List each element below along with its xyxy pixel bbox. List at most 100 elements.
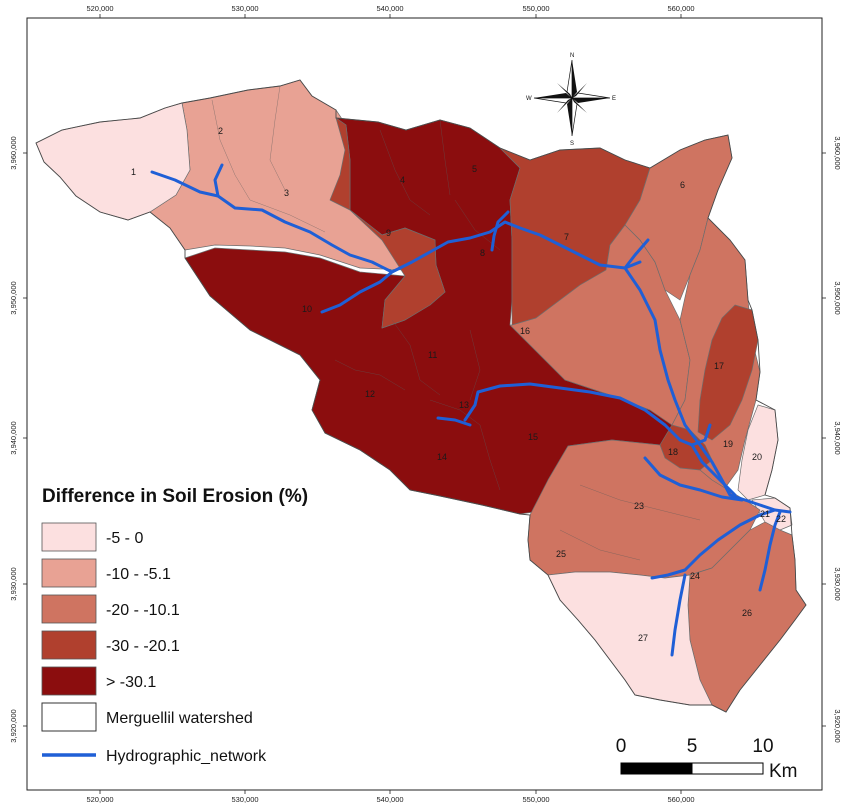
y-tick-label: 3,950,000 — [9, 281, 18, 314]
subwatershed-16 — [509, 224, 691, 426]
x-tick-label: 560,000 — [667, 795, 694, 804]
y-tick-label: 3,920,000 — [9, 709, 18, 742]
legend: Difference in Soil Erosion (%) -5 - 0 -1… — [41, 486, 308, 765]
subwatershed-label: 6 — [680, 180, 685, 190]
legend-swatch — [41, 522, 97, 552]
subwatershed-label: 13 — [459, 400, 469, 410]
x-tick-label: 550,000 — [522, 795, 549, 804]
y-tick-label: 3,950,000 — [833, 281, 842, 314]
y-tick-marks — [23, 152, 826, 727]
subwatershed-internal-lines — [211, 85, 701, 561]
compass-w: W — [526, 96, 532, 102]
river-central-tail — [436, 416, 472, 427]
subwatershed-labels: 1 2 3 4 5 6 7 8 9 10 11 12 13 14 15 16 1… — [131, 126, 786, 643]
compass-s: S — [570, 141, 574, 147]
river-tributary-north — [213, 163, 224, 198]
legend-class-label: -20 - -10.1 — [106, 602, 180, 619]
subwatershed-label: 27 — [638, 633, 648, 643]
scale-bar: 0 5 10 Km — [616, 736, 798, 782]
legend-swatch — [41, 594, 97, 624]
x-tick-labels-top: 520,000 530,000 540,000 550,000 560,000 — [86, 4, 694, 13]
legend-network-label: Hydrographic_network — [106, 748, 267, 765]
subwatershed-label: 11 — [428, 350, 437, 360]
river-tributary-8 — [623, 238, 650, 270]
subwatershed-label: 19 — [723, 439, 733, 449]
scale-label: 10 — [752, 736, 773, 757]
subwatershed-label: 8 — [480, 248, 485, 258]
river-main-upper — [150, 170, 642, 274]
subwatershed-label: 15 — [528, 432, 538, 442]
legend-class-label: -30 - -20.1 — [106, 638, 180, 655]
compass-n: N — [570, 53, 574, 59]
river-tributary-10 — [320, 270, 394, 314]
legend-class-label: > -30.1 — [106, 674, 156, 691]
river-lower-1 — [643, 456, 744, 502]
subwatershed-label: 23 — [634, 501, 644, 511]
x-tick-label: 540,000 — [376, 795, 403, 804]
subwatershed-label: 12 — [365, 389, 375, 399]
subwatershed-9 — [329, 117, 446, 329]
subwatershed-label: 10 — [302, 304, 312, 314]
river-central — [463, 382, 712, 447]
y-tick-label: 3,930,000 — [833, 567, 842, 600]
y-tick-label: 3,940,000 — [9, 421, 18, 454]
merguellil-watershed-outline — [35, 79, 807, 713]
scale-label: 5 — [687, 736, 698, 757]
legend-watershed-label: Merguellil watershed — [106, 710, 253, 727]
x-tick-marks — [99, 14, 682, 794]
subwatershed-label: 14 — [437, 452, 447, 462]
compass-e: E — [612, 96, 616, 102]
subwatershed-label: 3 — [284, 188, 289, 198]
x-tick-label: 520,000 — [86, 4, 113, 13]
y-tick-label: 3,920,000 — [833, 709, 842, 742]
subwatershed-label: 2 — [218, 126, 223, 136]
subwatershed-label: 17 — [714, 361, 724, 371]
x-tick-label: 530,000 — [231, 795, 258, 804]
y-tick-label: 3,930,000 — [9, 567, 18, 600]
subwatershed-label: 16 — [520, 326, 530, 336]
y-tick-labels-right: 3,960,000 3,950,000 3,940,000 3,930,000 … — [833, 136, 842, 742]
subwatershed-label: 24 — [690, 571, 700, 581]
subwatershed-label: 22 — [776, 514, 786, 524]
river-lower-2 — [650, 508, 777, 580]
scale-unit: Km — [769, 761, 798, 782]
legend-title: Difference in Soil Erosion (%) — [42, 486, 308, 507]
legend-class-label: -5 - 0 — [106, 530, 143, 547]
y-tick-label: 3,940,000 — [833, 421, 842, 454]
subwatershed-label: 4 — [400, 175, 405, 185]
x-tick-label: 550,000 — [522, 4, 549, 13]
scale-segment-dark — [620, 762, 693, 775]
river-lower-3 — [670, 573, 687, 657]
subwatershed-label: 26 — [742, 608, 752, 618]
subwatershed-label: 21 — [760, 509, 770, 519]
legend-swatch — [41, 630, 97, 660]
river-tributary-5 — [490, 210, 510, 252]
x-tick-label: 540,000 — [376, 4, 403, 13]
subwatershed-label: 7 — [564, 232, 569, 242]
river-east-main — [623, 266, 792, 514]
subwatershed-label: 18 — [668, 447, 678, 457]
subwatershed-label: 5 — [472, 164, 477, 174]
x-tick-label: 560,000 — [667, 4, 694, 13]
north-arrow-compass: N S E W — [526, 53, 616, 147]
subwatershed-label: 25 — [556, 549, 566, 559]
hydrographic-network — [150, 163, 792, 657]
x-tick-label: 520,000 — [86, 795, 113, 804]
subwatershed-label: 20 — [752, 452, 762, 462]
river-lower-4 — [758, 510, 782, 592]
y-tick-labels-left: 3,960,000 3,950,000 3,940,000 3,930,000 … — [9, 136, 18, 742]
legend-watershed-swatch — [41, 702, 97, 732]
y-tick-label: 3,960,000 — [9, 136, 18, 169]
river-to-outlet — [690, 443, 737, 497]
x-tick-labels-bottom: 520,000 530,000 540,000 550,000 560,000 — [86, 795, 694, 804]
scale-segment-light — [691, 762, 764, 775]
legend-class-label: -10 - -5.1 — [106, 566, 171, 583]
subwatershed-label: 1 — [131, 167, 136, 177]
subwatershed-label: 9 — [386, 228, 391, 238]
y-tick-label: 3,960,000 — [833, 136, 842, 169]
scale-label: 0 — [616, 736, 627, 757]
legend-swatch — [41, 666, 97, 696]
x-tick-label: 530,000 — [231, 4, 258, 13]
legend-swatch — [41, 558, 97, 588]
